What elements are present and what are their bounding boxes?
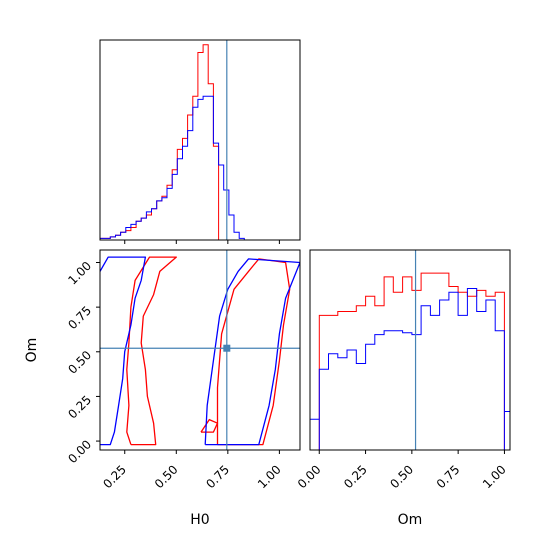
h0-marginal-frame <box>99 39 301 241</box>
contour-series-1-level-3 <box>200 418 219 433</box>
h0-tick-label: 1.00 <box>255 462 284 491</box>
h0-tick-label: 0.50 <box>152 462 181 491</box>
joint-frame <box>99 249 301 451</box>
om-marginal-axis-label: Om <box>398 512 423 528</box>
h0-marginal-panel <box>99 39 301 244</box>
om-axis-label: Om <box>24 338 40 363</box>
om-x-tick-label: 0.00 <box>295 462 324 491</box>
h0-tick-label: 0.75 <box>203 462 232 491</box>
h0-om-contour-panel: 0.25 0.50 0.75 1.000.000.250.500.751.00 <box>65 249 301 491</box>
om-marginal-frame <box>309 249 511 451</box>
h0-axis-label: H0 <box>190 512 209 528</box>
om-tick-label: 1.00 <box>65 259 94 288</box>
om-tick-label: 0.75 <box>65 303 94 332</box>
om-x-tick-label: 1.00 <box>480 462 509 491</box>
om-tick-label: 0.50 <box>65 348 94 377</box>
om-x-tick-label: 0.50 <box>387 462 416 491</box>
contour-layer <box>100 256 300 446</box>
contour-series-2-level-1 <box>100 256 147 446</box>
h0-tick-label: 0.25 <box>100 462 129 491</box>
om-marginal-panel: 0.00 0.25 0.50 0.75 1.00 <box>295 249 511 491</box>
truth-marker <box>223 344 231 352</box>
om-hist-series-2 <box>310 288 510 450</box>
om-tick-label: 0.25 <box>65 393 94 422</box>
om-x-tick-label: 0.25 <box>341 462 370 491</box>
axis-labels: H0 Om Om <box>24 338 422 528</box>
om-x-tick-label: 0.75 <box>434 462 463 491</box>
h0-hist-series-1 <box>99 44 245 241</box>
om-tick-label: 0.00 <box>65 437 94 466</box>
h0-hist-series-2 <box>99 95 245 240</box>
contour-series-2-level-2 <box>204 258 300 446</box>
contour-series-1-level-2 <box>216 258 291 446</box>
contour-series-1-level-1 <box>126 256 177 446</box>
